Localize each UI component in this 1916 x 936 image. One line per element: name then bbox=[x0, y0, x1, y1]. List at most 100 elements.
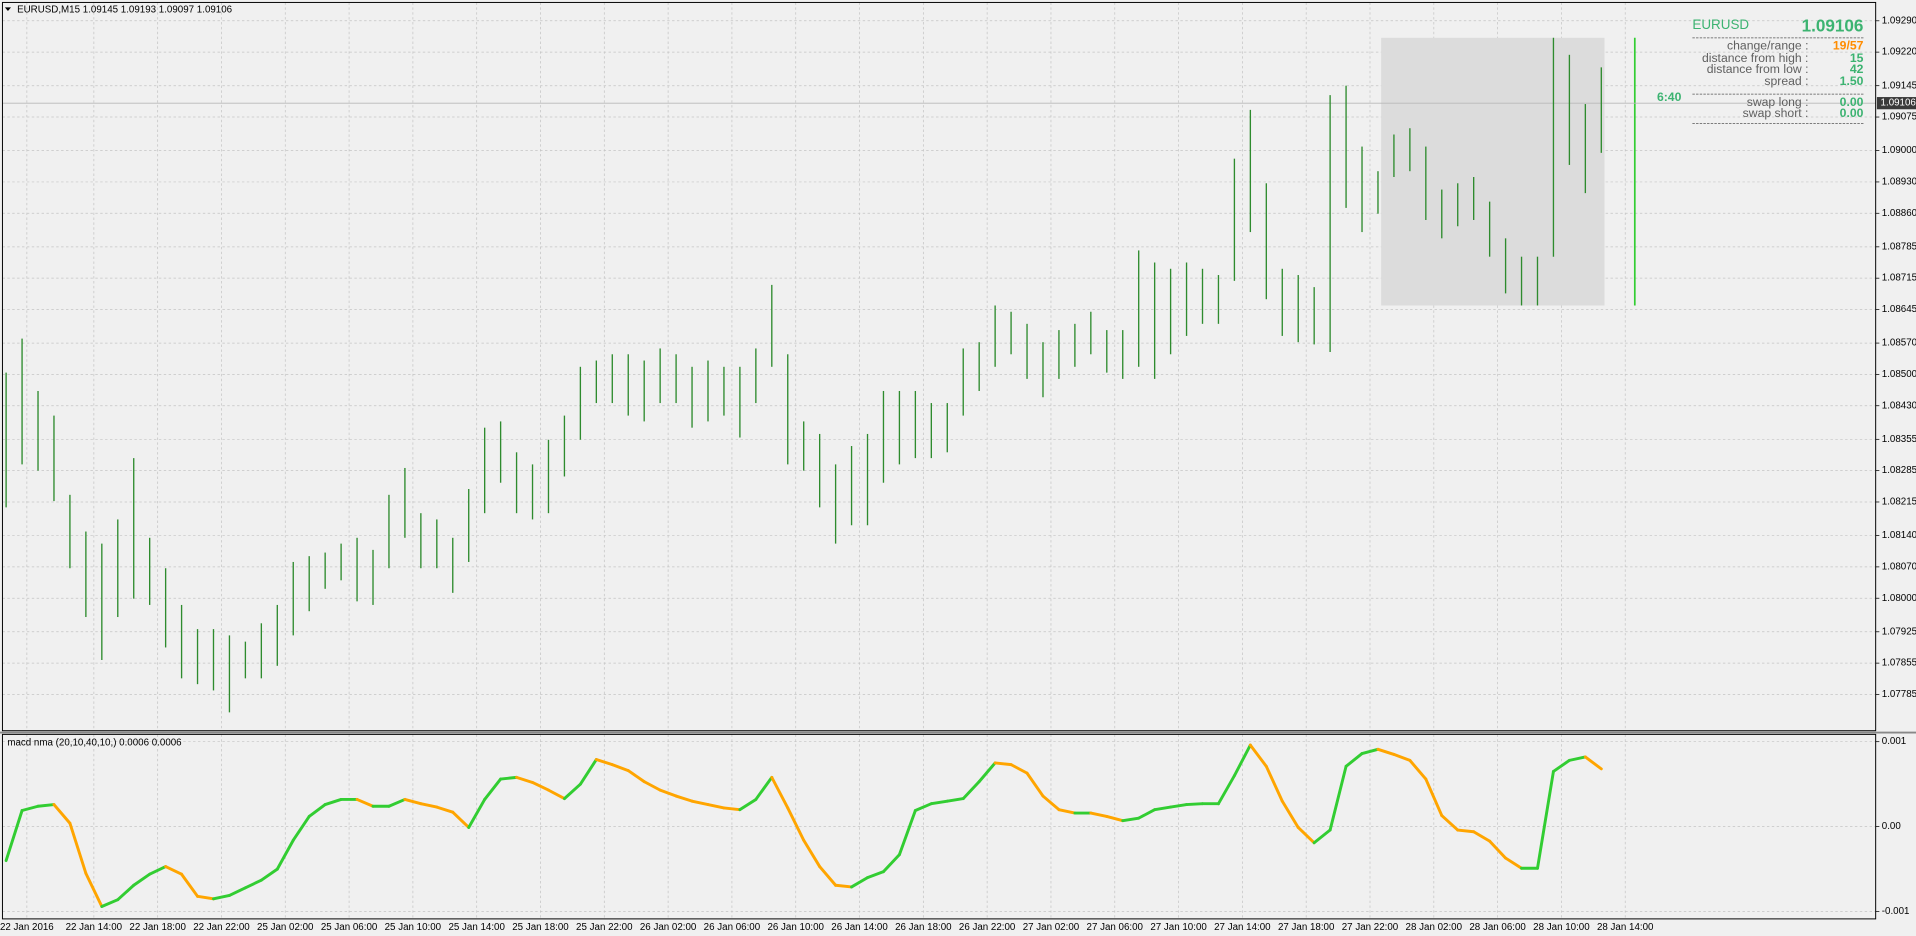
macd-segment bbox=[866, 870, 885, 880]
x-tick-label: 25 Jan 06:00 bbox=[321, 922, 378, 933]
range-box bbox=[1381, 37, 1605, 306]
macd-segment bbox=[1232, 743, 1252, 778]
macd-segment bbox=[1408, 758, 1428, 781]
menu-arrow[interactable] bbox=[4, 7, 12, 11]
indicator-label: macd nma (20,10,40,10,) 0.0006 0.0006 bbox=[7, 738, 181, 749]
x-tick-label: 28 Jan 10:00 bbox=[1533, 922, 1590, 933]
macd-segment bbox=[307, 803, 327, 818]
macd-segment bbox=[291, 814, 311, 842]
x-tick-label: 28 Jan 14:00 bbox=[1597, 922, 1654, 933]
x-tick-label: 25 Jan 22:00 bbox=[576, 922, 633, 933]
macd-segment bbox=[52, 803, 72, 825]
macd-segment bbox=[834, 883, 854, 889]
macd-segment bbox=[642, 780, 662, 792]
macd-segment bbox=[1153, 805, 1173, 812]
macd-segment bbox=[323, 797, 343, 807]
macd-segment bbox=[515, 775, 534, 784]
macd-segment bbox=[1392, 752, 1412, 762]
macd-segment bbox=[196, 894, 215, 901]
macd-segment bbox=[1472, 830, 1492, 843]
x-tick-label: 27 Jan 02:00 bbox=[1023, 922, 1080, 933]
y-tick-label: 1.08355 bbox=[1882, 434, 1916, 445]
macd-segment bbox=[355, 797, 375, 808]
x-tick-label: 27 Jan 18:00 bbox=[1278, 922, 1335, 933]
x-tick-label: 25 Jan 18:00 bbox=[512, 922, 569, 933]
macd-segment bbox=[722, 806, 742, 812]
y-tick-label: 1.08860 bbox=[1882, 208, 1916, 219]
info-row-label: distance from low : bbox=[1707, 62, 1809, 76]
x-tick-label: 22 Jan 22:00 bbox=[193, 922, 250, 933]
macd-segment bbox=[674, 794, 694, 803]
macd-segment bbox=[164, 865, 184, 876]
x-tick-label: 25 Jan 10:00 bbox=[385, 922, 442, 933]
macd-segment bbox=[626, 769, 646, 784]
macd-segment bbox=[1216, 774, 1236, 806]
last-price-label: 1.09106 bbox=[1881, 98, 1916, 109]
macd-segment bbox=[68, 821, 88, 875]
x-tick-label: 26 Jan 22:00 bbox=[959, 922, 1016, 933]
x-tick-label: 27 Jan 22:00 bbox=[1342, 922, 1399, 933]
macd-segment bbox=[850, 876, 869, 889]
x-tick-label: 22 Jan 18:00 bbox=[129, 922, 186, 933]
macd-segment bbox=[786, 806, 806, 842]
y-tick-label: 1.07925 bbox=[1882, 626, 1916, 637]
countdown-timer: 6:40 bbox=[1657, 90, 1682, 104]
macd-segment bbox=[1169, 803, 1189, 809]
x-tick-label: 26 Jan 02:00 bbox=[640, 922, 697, 933]
macd-segment bbox=[1583, 755, 1603, 771]
y-tick-label: 1.09075 bbox=[1882, 112, 1916, 123]
x-tick-label: 27 Jan 06:00 bbox=[1087, 922, 1144, 933]
x-tick-label: 28 Jan 02:00 bbox=[1406, 922, 1463, 933]
y-tick-label: 0.001 bbox=[1882, 736, 1906, 747]
macd-segment bbox=[1280, 799, 1300, 829]
macd-segment bbox=[690, 799, 710, 807]
macd-segment bbox=[1360, 747, 1380, 756]
y-tick-label: 1.08715 bbox=[1882, 273, 1916, 284]
macd-segment bbox=[1312, 828, 1332, 845]
macd-segment bbox=[1567, 755, 1587, 762]
macd-segment bbox=[961, 780, 981, 801]
macd-segment bbox=[243, 878, 263, 890]
macd-segment bbox=[1264, 764, 1284, 803]
macd-segment bbox=[1105, 814, 1125, 823]
macd-segment bbox=[148, 865, 168, 876]
macd-segment bbox=[499, 775, 519, 781]
macd-segment bbox=[1328, 764, 1348, 832]
x-tick-label: 26 Jan 06:00 bbox=[704, 922, 761, 933]
macd-segment bbox=[1009, 763, 1029, 775]
x-tick-label: 22 Jan 14:00 bbox=[66, 922, 123, 933]
macd-segment bbox=[483, 777, 503, 801]
macd-segment bbox=[1440, 814, 1460, 832]
y-tick-label: 1.08785 bbox=[1882, 241, 1916, 252]
info-row-label: swap short : bbox=[1743, 106, 1809, 120]
macd-segment bbox=[1041, 794, 1061, 812]
macd-segment bbox=[578, 758, 598, 786]
x-tick-label: 26 Jan 18:00 bbox=[895, 922, 952, 933]
macd-segment bbox=[945, 797, 965, 803]
macd-segment bbox=[1137, 808, 1157, 820]
macd-segment bbox=[531, 780, 550, 792]
y-tick-label: 1.07785 bbox=[1882, 689, 1916, 700]
info-row-value: 15 bbox=[1850, 51, 1864, 65]
macd-segment bbox=[419, 802, 439, 809]
y-tick-label: 1.08140 bbox=[1882, 530, 1916, 541]
x-tick-label: 28 Jan 06:00 bbox=[1469, 922, 1526, 933]
y-tick-label: 0.00 bbox=[1882, 821, 1902, 832]
macd-segment bbox=[770, 775, 790, 810]
x-tick-label: 27 Jan 14:00 bbox=[1214, 922, 1271, 933]
y-tick-label: 1.08570 bbox=[1882, 338, 1916, 349]
macd-segment bbox=[451, 810, 471, 829]
macd-segment bbox=[100, 898, 120, 908]
macd-segment bbox=[1248, 743, 1268, 768]
macd-segment bbox=[180, 872, 200, 898]
macd-segment bbox=[1057, 808, 1077, 815]
y-tick-label: 1.08215 bbox=[1882, 497, 1916, 508]
macd-segment bbox=[403, 797, 423, 806]
macd-segment bbox=[610, 763, 630, 773]
macd-segment bbox=[259, 867, 279, 882]
macd-segment bbox=[818, 865, 838, 887]
macd-segment bbox=[881, 853, 901, 874]
info-row-value: 0.00 bbox=[1840, 95, 1864, 109]
last-price-marker bbox=[1876, 97, 1916, 110]
macd-segment bbox=[547, 788, 566, 801]
